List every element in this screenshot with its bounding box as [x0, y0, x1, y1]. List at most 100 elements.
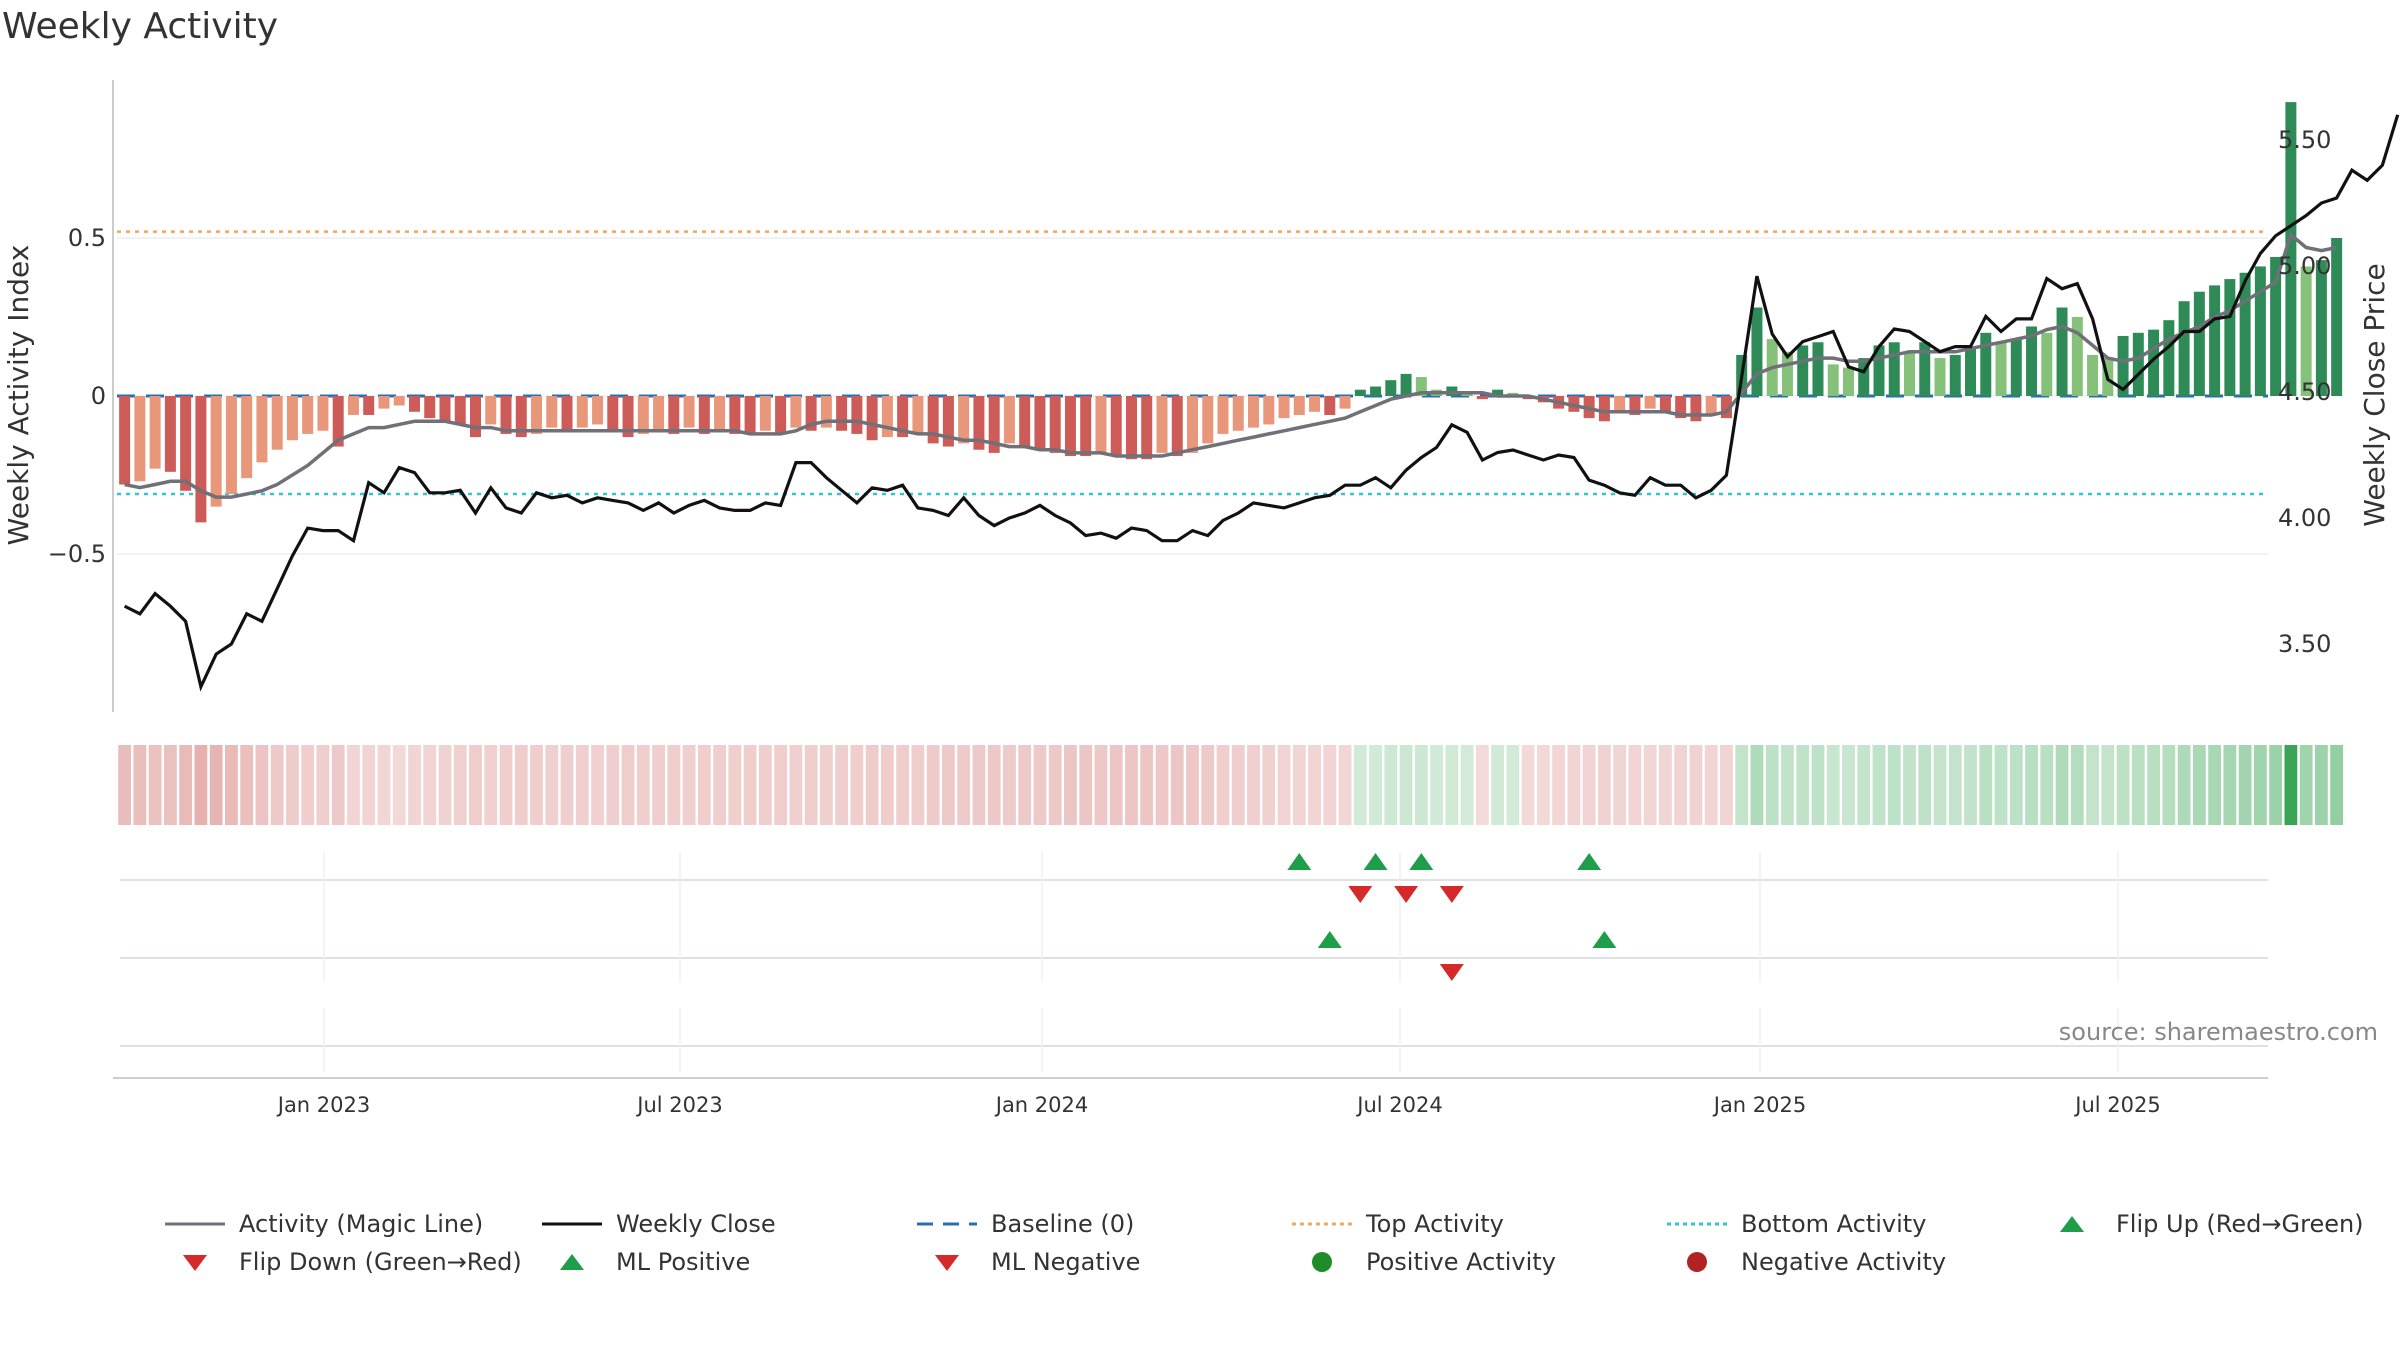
heat-strip-cell	[286, 745, 299, 825]
heat-strip-cell	[896, 745, 910, 825]
heat-strip-cell	[560, 745, 574, 825]
activity-bar	[744, 396, 756, 434]
activity-bar	[1675, 396, 1687, 419]
heat-strip-cell	[194, 745, 208, 825]
heat-strip-cell	[1552, 745, 1566, 825]
activity-bar	[485, 396, 497, 425]
y-left-axis-label: Weekly Activity Index	[2, 245, 35, 546]
triangle-up-marker	[1592, 931, 1617, 948]
activity-bar	[1187, 396, 1198, 453]
activity-bar	[2209, 285, 2221, 396]
heat-strip-cell	[865, 745, 879, 825]
legend-item-magic: Activity (Magic Line)	[165, 1210, 483, 1238]
heat-strip-cell	[1521, 745, 1535, 825]
heat-strip-cell	[453, 745, 467, 825]
heat-strip-cell	[316, 745, 330, 825]
activity-bar	[2285, 102, 2297, 397]
legend-item-flip-up: Flip Up (Red→Green)	[2042, 1210, 2364, 1238]
activity-bar	[2056, 307, 2068, 396]
heat-strip-cell	[621, 745, 635, 825]
activity-bar	[515, 396, 527, 438]
activity-bar	[1827, 364, 1839, 396]
heat-strip-cell	[942, 745, 955, 825]
heat-strip-cell	[1948, 745, 1962, 825]
heat-strip-cell	[713, 745, 726, 825]
triangle-up-marker	[1317, 931, 1342, 948]
heat-strip-cell	[1125, 745, 1138, 825]
heat-strip-cell	[1491, 745, 1505, 825]
activity-bar	[790, 396, 802, 428]
activity-bar	[119, 396, 131, 485]
x-tick-label: Jul 2024	[1355, 1093, 1442, 1117]
triangle-up-marker	[1287, 853, 1312, 870]
heat-strip-cell	[1430, 745, 1443, 825]
heat-strip-cell	[2223, 745, 2237, 825]
heat-strip-cell	[1720, 745, 1733, 825]
activity-bar	[470, 396, 481, 438]
activity-bar	[164, 396, 176, 472]
activity-bar	[988, 396, 1000, 453]
activity-bar	[1614, 396, 1626, 412]
heat-strip-cell	[652, 745, 665, 825]
triangle-down-marker	[1439, 886, 1464, 903]
activity-bar	[1476, 396, 1488, 400]
legend-dot-line-icon	[1292, 1222, 1352, 1226]
activity-bar	[225, 396, 237, 494]
activity-bar	[2117, 335, 2129, 396]
activity-bar	[1003, 396, 1015, 444]
triangle-down-icon	[183, 1255, 207, 1271]
heat-strip-cell	[2055, 745, 2069, 825]
activity-bar	[1080, 396, 1092, 457]
heat-strip-cell	[1964, 745, 1977, 825]
activity-bar	[286, 396, 298, 441]
activity-bar	[942, 396, 954, 447]
activity-bar	[1797, 345, 1809, 396]
heat-strip-cell	[1475, 745, 1489, 825]
heat-strip-cell	[347, 745, 360, 825]
heat-strip-cell	[1186, 745, 1199, 825]
activity-bar	[363, 396, 375, 415]
heat-strip-cell	[2009, 745, 2023, 825]
heat-strip-cell	[1887, 745, 1901, 825]
heat-strip-cell	[1262, 745, 1276, 825]
heat-strip-cell	[1643, 745, 1657, 825]
heat-strip-cell	[1033, 745, 1047, 825]
heat-strip-cell	[1506, 745, 1520, 825]
activity-bar	[2087, 354, 2099, 396]
y-right-tick-label: 4.00	[2278, 504, 2331, 532]
activity-bar	[1400, 373, 1412, 396]
heat-strip-cell	[1628, 745, 1642, 825]
activity-bar	[1354, 389, 1366, 396]
activity-bar	[134, 396, 146, 482]
heat-strip-cell	[2040, 745, 2054, 825]
activity-bar	[531, 396, 543, 434]
heat-strip-cell	[1384, 745, 1398, 825]
activity-bar	[1705, 396, 1717, 415]
activity-bar	[2132, 332, 2144, 396]
heat-strip-cell	[530, 745, 543, 825]
y-left-tick-label: 0.5	[68, 224, 106, 252]
weekly-close-series	[123, 114, 2400, 692]
activity-bar	[897, 396, 909, 438]
heat-strip-cell	[2269, 745, 2283, 825]
triangle-down-icon	[935, 1255, 959, 1271]
heat-strip-cell	[2208, 745, 2222, 825]
axes-layer: 0.5 0 −0.5 5.50 5.00 4.50 4.00 3.50 Jan 2023 Jul …	[48, 80, 2331, 1117]
activity-bar	[1492, 389, 1504, 396]
activity-bar	[546, 396, 558, 428]
activity-bar	[2315, 260, 2327, 396]
activity-bars	[119, 102, 2343, 523]
activity-bar	[1873, 345, 1885, 396]
activity-bar	[1125, 396, 1137, 460]
heat-strip-cell	[331, 745, 345, 825]
heat-strip-cell	[1003, 745, 1016, 825]
legend-label: ML Negative	[991, 1248, 1141, 1276]
activity-bar	[851, 396, 863, 434]
activity-bar	[2163, 320, 2175, 396]
activity-bar	[271, 396, 283, 450]
activity-bar	[1309, 396, 1321, 412]
heat-strip-cell	[2025, 745, 2038, 825]
heat-strip-cell	[591, 745, 604, 825]
activity-bar	[1278, 396, 1290, 419]
activity-bar	[2010, 339, 2022, 396]
